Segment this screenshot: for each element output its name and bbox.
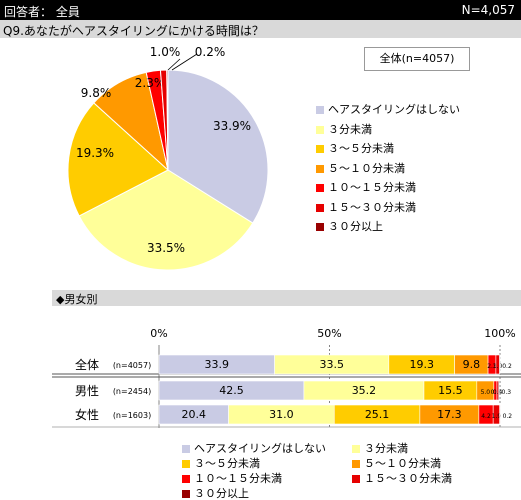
legend-swatch	[316, 184, 324, 192]
bar-value-label: 5.0	[481, 389, 491, 396]
pie-value-label: 33.9%	[213, 119, 251, 133]
legend-label: １５～３０分未満	[364, 472, 452, 485]
pie-legend-item: ３～５分未満	[316, 139, 460, 159]
bar-value-label: 19.3	[409, 358, 434, 371]
legend-swatch	[316, 164, 324, 173]
question-text: Q9.あなたがヘアスタイリングにかける時間は？	[3, 24, 264, 38]
pie-slice	[167, 69, 269, 224]
legend-label: ヘアスタイリングはしない	[328, 103, 460, 116]
leader-line	[167, 58, 181, 71]
legend-label: ３～５分未満	[328, 142, 394, 155]
sample-size: N=4,057	[461, 3, 515, 17]
legend-label: １０～１５分未満	[328, 181, 416, 194]
section-bar: ◆男女別	[52, 290, 521, 306]
header-bar: 回答者： 全員 N=4,057	[0, 0, 521, 20]
legend-swatch	[316, 145, 324, 153]
pie-value-label: 33.5%	[147, 241, 185, 255]
pie-legend-item: ヘアスタイリングはしない	[316, 100, 460, 120]
legend-swatch	[182, 460, 190, 468]
bar-value-label: 0.4	[493, 389, 503, 396]
category-n: (n=1603)	[113, 411, 151, 420]
bar-value-label: 0.2	[503, 413, 513, 420]
legend-swatch	[182, 490, 190, 498]
legend-label: １０～１５分未満	[194, 472, 282, 485]
question-bar: Q9.あなたがヘアスタイリングにかける時間は？	[0, 20, 521, 38]
bar-value-label: 33.5	[319, 358, 344, 371]
legend-label: ３０分以上	[328, 220, 383, 233]
legend-label: ヘアスタイリングはしない	[194, 442, 326, 455]
bar-legend-item: ５～１０分未満	[352, 457, 441, 470]
legend-label: ３分未満	[328, 122, 372, 136]
bar-legend-item: ３０分以上	[182, 487, 249, 500]
category-n: (n=4057)	[113, 361, 151, 370]
pie-legend-item: ５～１０分未満	[316, 159, 460, 179]
pie-value-label: 0.2%	[195, 45, 226, 59]
bar-value-label: 17.3	[437, 408, 462, 421]
respondent-label: 回答者： 全員	[4, 5, 80, 19]
legend-swatch	[316, 106, 324, 114]
legend-label: ３～５分未満	[194, 457, 260, 470]
bar-value-label: 35.2	[352, 384, 377, 397]
bar-value-label: 1.0	[493, 363, 503, 370]
pie-group-label: 全体(n=4057)	[364, 47, 470, 71]
bar-value-label: 4.2	[481, 413, 491, 420]
section-title: ◆男女別	[56, 293, 98, 306]
bar-value-label: 20.4	[182, 408, 207, 421]
bar-value-label: 2.3	[487, 363, 497, 370]
pie-legend-item: １０～１５分未満	[316, 178, 460, 198]
legend-swatch	[352, 460, 360, 468]
bar-legend-item: ３～５分未満	[182, 457, 260, 470]
x-tick-label: 0%	[150, 327, 167, 340]
bar-segment	[499, 354, 501, 375]
pie-legend-item: ３０分以上	[316, 217, 460, 237]
legend-swatch	[182, 475, 190, 483]
bar-legend-item: ３分未満	[352, 442, 408, 455]
bar-value-label: 0.2	[502, 363, 512, 370]
legend-swatch	[316, 223, 324, 231]
bar-value-label: 42.5	[219, 384, 244, 397]
pie-legend-item: １５～３０分未満	[316, 198, 460, 218]
pie-value-label: 9.8%	[81, 86, 112, 100]
category-label: 男性	[75, 384, 99, 398]
leader-line	[171, 53, 198, 71]
legend-label: ３分未満	[364, 442, 408, 455]
x-tick-label: 100%	[484, 327, 515, 340]
bar-legend-item: １０～１５分未満	[182, 472, 282, 485]
legend-label: ５～１０分未満	[364, 457, 441, 470]
legend-swatch	[316, 125, 324, 134]
pie-value-label: 2.3%	[135, 76, 166, 90]
pie-slice	[67, 102, 169, 217]
bar-value-label: 0.9	[491, 389, 501, 396]
legend-label: １５～３０分未満	[328, 200, 416, 214]
pie-value-label: 1.0%	[150, 45, 181, 59]
category-label: 全体	[75, 357, 99, 372]
bar-value-label: 31.0	[269, 408, 294, 421]
pie-legend-item: ３分未満	[316, 120, 460, 140]
bar-segment	[499, 404, 501, 425]
bar-legend-item: １５～３０分未満	[352, 472, 452, 485]
bar-segment	[497, 380, 500, 401]
legend-swatch	[352, 445, 360, 453]
pie-legend: ヘアスタイリングはしない ３分未満 ３～５分未満 ５～１０分未満 １０～１５分未満 １５～…	[316, 100, 460, 237]
category-label: 女性	[75, 407, 99, 422]
legend-label: ３０分以上	[194, 487, 249, 500]
bar-value-label: 0.3	[502, 389, 512, 396]
legend-label: ５～１０分未満	[328, 161, 405, 175]
legend-swatch	[352, 475, 360, 483]
pie-value-label: 19.3%	[76, 146, 114, 160]
legend-swatch	[182, 445, 190, 453]
pie-slice	[78, 169, 254, 271]
category-n: (n=2454)	[113, 387, 151, 396]
bar-value-label: 9.8	[463, 358, 481, 371]
legend-swatch	[316, 203, 324, 212]
bar-legend-item: ヘアスタイリングはしない	[182, 442, 326, 455]
pie-slice	[166, 69, 169, 171]
bar-value-label: 25.1	[365, 408, 390, 421]
bar-value-label: 33.9	[205, 358, 230, 371]
x-tick-label: 50%	[317, 327, 341, 340]
bar-value-label: 15.5	[438, 384, 463, 397]
bar-value-label: 1.9	[492, 413, 502, 420]
